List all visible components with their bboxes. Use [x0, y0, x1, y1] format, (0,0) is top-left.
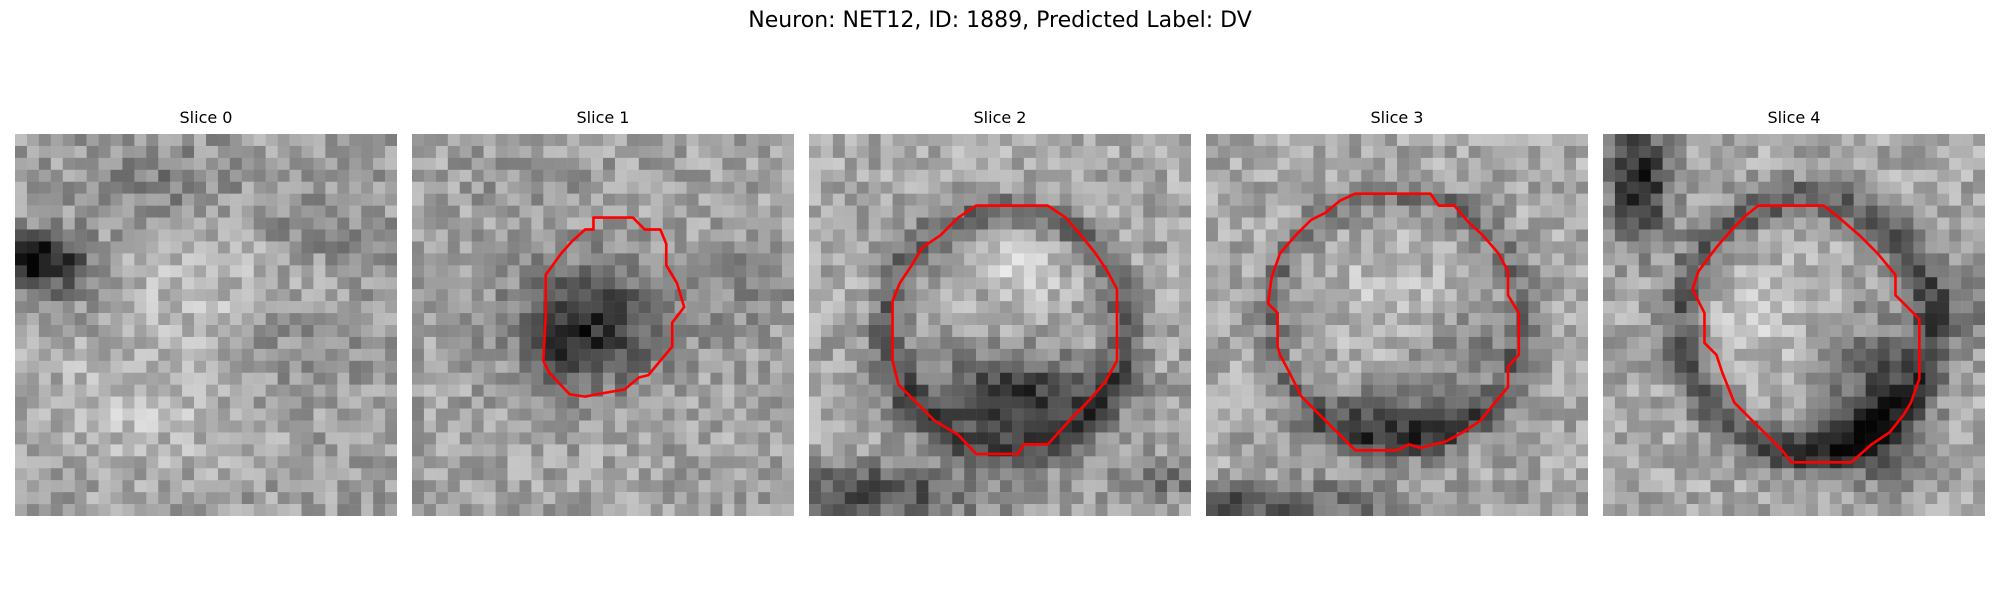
- segmentation-contour: [1691, 204, 1921, 464]
- segmentation-contour: [1266, 192, 1521, 452]
- slice-panel-0: Slice 0: [15, 108, 397, 518]
- slice-image-1: [412, 134, 794, 516]
- slice-panel-4: Slice 4: [1603, 108, 1985, 518]
- slice-image-3: [1206, 134, 1588, 516]
- segmentation-contour: [891, 204, 1119, 456]
- figure-title: Neuron: NET12, ID: 1889, Predicted Label…: [748, 8, 1252, 33]
- segmentation-contour: [541, 216, 686, 398]
- slice-title-0: Slice 0: [179, 108, 233, 127]
- slice-title-4: Slice 4: [1767, 108, 1821, 127]
- slice-panel-3: Slice 3: [1206, 108, 1588, 518]
- slice-image-0: [15, 134, 397, 516]
- slice-panel-1: Slice 1: [412, 108, 794, 518]
- slice-panel-2: Slice 2: [809, 108, 1191, 518]
- slice-title-3: Slice 3: [1370, 108, 1424, 127]
- slice-title-1: Slice 1: [576, 108, 630, 127]
- slice-title-2: Slice 2: [973, 108, 1027, 127]
- slice-image-2: [809, 134, 1191, 516]
- slice-image-4: [1603, 134, 1985, 516]
